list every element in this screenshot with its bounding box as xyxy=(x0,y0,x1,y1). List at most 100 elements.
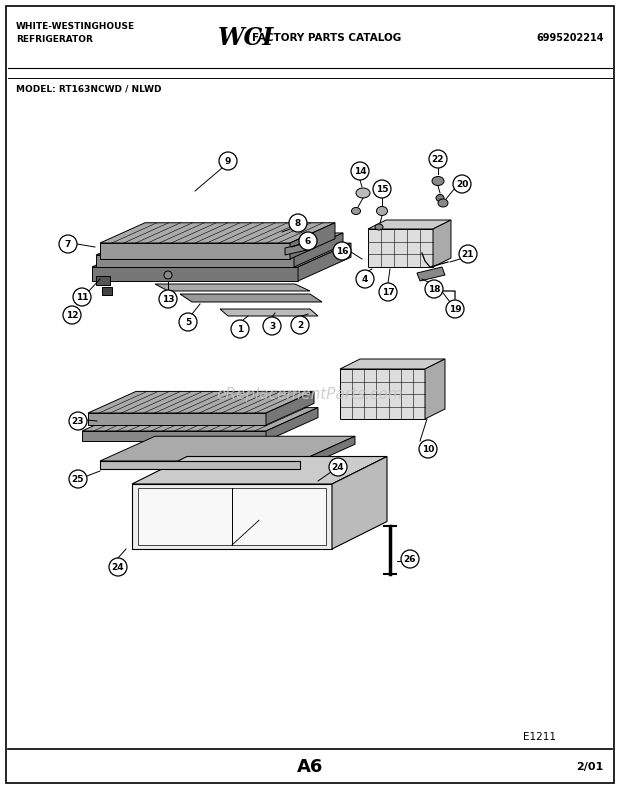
Polygon shape xyxy=(100,243,290,259)
Polygon shape xyxy=(96,233,343,255)
Polygon shape xyxy=(368,229,433,267)
Polygon shape xyxy=(368,220,451,229)
Circle shape xyxy=(329,458,347,476)
Text: 7: 7 xyxy=(65,240,71,249)
Polygon shape xyxy=(100,436,355,461)
Polygon shape xyxy=(340,359,445,369)
Polygon shape xyxy=(180,294,322,302)
Bar xyxy=(96,276,110,285)
Text: 8: 8 xyxy=(295,219,301,227)
Text: 14: 14 xyxy=(353,166,366,175)
Polygon shape xyxy=(155,284,310,291)
Text: 19: 19 xyxy=(449,305,461,313)
Circle shape xyxy=(69,470,87,488)
Text: 12: 12 xyxy=(66,311,78,320)
Circle shape xyxy=(356,270,374,288)
Circle shape xyxy=(231,320,249,338)
Circle shape xyxy=(179,313,197,331)
Text: eReplacementParts.com: eReplacementParts.com xyxy=(216,387,404,402)
Circle shape xyxy=(109,558,127,576)
Ellipse shape xyxy=(375,224,383,230)
Polygon shape xyxy=(298,243,351,281)
Polygon shape xyxy=(138,488,326,545)
Text: MODEL: RT163NCWD / NLWD: MODEL: RT163NCWD / NLWD xyxy=(16,84,161,93)
Circle shape xyxy=(159,290,177,308)
Polygon shape xyxy=(290,222,335,259)
Polygon shape xyxy=(433,220,451,267)
Polygon shape xyxy=(417,267,445,281)
Circle shape xyxy=(219,152,237,170)
Polygon shape xyxy=(220,309,318,316)
Circle shape xyxy=(446,300,464,318)
Circle shape xyxy=(289,214,307,232)
Polygon shape xyxy=(100,222,335,243)
Polygon shape xyxy=(100,461,300,469)
Text: 10: 10 xyxy=(422,444,434,454)
Polygon shape xyxy=(92,267,298,281)
Text: 22: 22 xyxy=(432,155,445,163)
Text: 24: 24 xyxy=(112,563,125,571)
Polygon shape xyxy=(100,461,300,469)
Ellipse shape xyxy=(376,207,388,215)
Circle shape xyxy=(351,162,369,180)
Text: E1211: E1211 xyxy=(523,732,557,742)
Ellipse shape xyxy=(438,199,448,207)
Text: 18: 18 xyxy=(428,285,440,294)
Polygon shape xyxy=(82,431,266,441)
Polygon shape xyxy=(300,436,355,469)
Polygon shape xyxy=(132,457,387,484)
Text: 9: 9 xyxy=(225,156,231,166)
Circle shape xyxy=(63,306,81,324)
Text: WHITE-WESTINGHOUSE
REFRIGERATOR: WHITE-WESTINGHOUSE REFRIGERATOR xyxy=(16,22,135,43)
Text: 4: 4 xyxy=(362,275,368,283)
Polygon shape xyxy=(285,243,307,255)
Text: 21: 21 xyxy=(462,249,474,259)
Circle shape xyxy=(429,150,447,168)
Bar xyxy=(102,287,112,295)
Text: 20: 20 xyxy=(456,180,468,189)
Circle shape xyxy=(459,245,477,263)
Text: 13: 13 xyxy=(162,294,174,304)
Text: WCI: WCI xyxy=(218,26,274,50)
Circle shape xyxy=(425,280,443,298)
Text: 23: 23 xyxy=(72,417,84,425)
Text: 6995202214: 6995202214 xyxy=(536,33,604,43)
Text: 16: 16 xyxy=(336,246,348,256)
Text: 17: 17 xyxy=(382,287,394,297)
Polygon shape xyxy=(266,391,314,425)
Text: A6: A6 xyxy=(297,758,323,776)
Circle shape xyxy=(73,288,91,306)
Polygon shape xyxy=(294,233,343,267)
Circle shape xyxy=(59,235,77,253)
Circle shape xyxy=(419,440,437,458)
Text: 3: 3 xyxy=(269,321,275,331)
Circle shape xyxy=(299,232,317,250)
Polygon shape xyxy=(92,243,351,267)
Polygon shape xyxy=(96,255,294,267)
Ellipse shape xyxy=(432,177,444,185)
Ellipse shape xyxy=(352,208,360,215)
Text: 2/01: 2/01 xyxy=(577,762,604,772)
Polygon shape xyxy=(88,391,314,413)
Circle shape xyxy=(69,412,87,430)
Polygon shape xyxy=(425,359,445,419)
Text: FACTORY PARTS CATALOG: FACTORY PARTS CATALOG xyxy=(252,33,401,43)
Text: 25: 25 xyxy=(72,474,84,484)
Polygon shape xyxy=(266,408,318,441)
Circle shape xyxy=(291,316,309,334)
Text: 6: 6 xyxy=(305,237,311,245)
Circle shape xyxy=(333,242,351,260)
Circle shape xyxy=(379,283,397,301)
Ellipse shape xyxy=(436,195,444,201)
Text: 2: 2 xyxy=(297,320,303,330)
Text: 15: 15 xyxy=(376,185,388,193)
Text: 26: 26 xyxy=(404,555,416,563)
Polygon shape xyxy=(132,484,332,549)
Circle shape xyxy=(453,175,471,193)
Circle shape xyxy=(401,550,419,568)
Polygon shape xyxy=(340,369,425,419)
Text: 1: 1 xyxy=(237,324,243,334)
Text: 24: 24 xyxy=(332,462,344,472)
Polygon shape xyxy=(332,457,387,549)
Ellipse shape xyxy=(356,188,370,198)
